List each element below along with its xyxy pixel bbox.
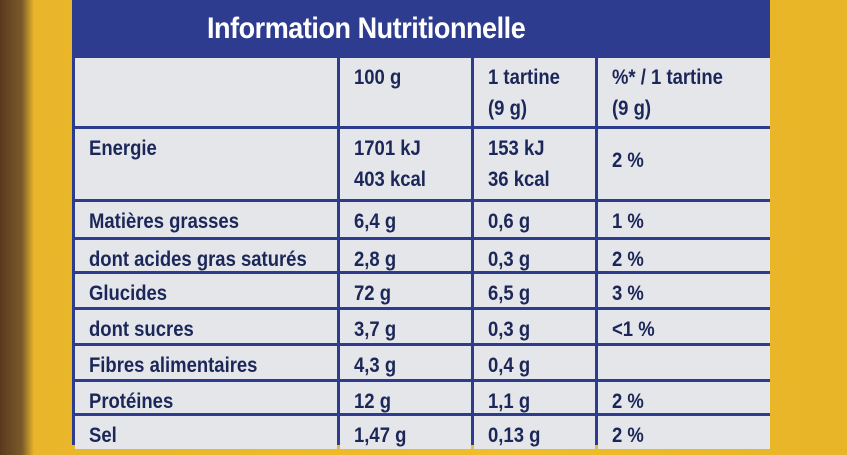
cell-text: 1 % xyxy=(612,210,644,233)
table-cell: 1 % xyxy=(598,202,770,237)
table-cell: 2 % xyxy=(598,129,770,199)
table-cell: 100 g xyxy=(340,58,471,126)
table-cell: 0,13 g xyxy=(474,416,595,449)
table-cell: 2 % xyxy=(598,382,770,413)
table-cell: 1 tartine (9 g) xyxy=(474,58,595,126)
cell-text: 6,5 g xyxy=(488,282,531,305)
row-label: Protéines xyxy=(75,382,337,413)
nutrition-table: 100 g 1 tartine (9 g) %* / 1 tartine (9 g) En… xyxy=(72,58,770,452)
table-cell: 4,3 g xyxy=(340,346,471,379)
table-cell: 0,3 g xyxy=(474,310,595,343)
cell-text: 0,4 g xyxy=(488,354,531,377)
cell-text: 403 kcal xyxy=(354,168,426,191)
cell-text: 153 kJ xyxy=(488,137,545,160)
table-cell: 0,3 g xyxy=(474,240,595,271)
table-cell: <1 % xyxy=(598,310,770,343)
table-cell: 3,7 g xyxy=(340,310,471,343)
cell-text: 0,3 g xyxy=(488,318,531,341)
nutrition-label: Information Nutritionnelle 100 g 1 tartin… xyxy=(72,0,770,449)
cell-text: <1 % xyxy=(612,318,655,341)
cell-text: Matières grasses xyxy=(89,210,239,233)
cell-text: 1,1 g xyxy=(488,390,531,413)
cell-text: 6,4 g xyxy=(354,210,397,233)
row-label: Energie xyxy=(75,129,337,199)
corner-cell xyxy=(75,58,337,126)
cell-text: Glucides xyxy=(89,282,168,305)
row-label: Fibres alimentaires xyxy=(75,346,337,379)
title: Information Nutritionnelle xyxy=(207,12,526,45)
table-cell: 2 % xyxy=(598,240,770,271)
table-cell: 3 % xyxy=(598,274,770,307)
cell-text: Energie xyxy=(89,137,157,160)
table-cell: 6,5 g xyxy=(474,274,595,307)
cell-text: Sel xyxy=(89,424,117,447)
cell-text: dont acides gras saturés xyxy=(89,248,307,271)
table-cell: 2 % xyxy=(598,416,770,449)
table-cell: 0,4 g xyxy=(474,346,595,379)
cell-text: 1 tartine xyxy=(488,66,560,89)
cell-text: 36 kcal xyxy=(488,168,550,191)
cell-text: dont sucres xyxy=(89,318,194,341)
cell-text: (9 g) xyxy=(488,97,528,120)
table-cell: 0,6 g xyxy=(474,202,595,237)
cell-text: 1701 kJ xyxy=(354,137,421,160)
table-cell: 1,1 g xyxy=(474,382,595,413)
cell-text: 4,3 g xyxy=(354,354,397,377)
cell-text: 2 % xyxy=(612,424,644,447)
cell-text: Protéines xyxy=(89,390,174,413)
table-cell: 153 kJ 36 kcal xyxy=(474,129,595,199)
cell-text: 72 g xyxy=(354,282,391,305)
table-cell: %* / 1 tartine (9 g) xyxy=(598,58,770,126)
cell-text: 2 % xyxy=(612,248,644,271)
cell-text: 0,6 g xyxy=(488,210,531,233)
row-label: Matières grasses xyxy=(75,202,337,237)
cell-text: 1,47 g xyxy=(354,424,407,447)
cell-text: 2 % xyxy=(612,149,644,172)
table-cell: 2,8 g xyxy=(340,240,471,271)
cell-text: 12 g xyxy=(354,390,391,413)
cell-text: 0,3 g xyxy=(488,248,531,271)
row-label: Sel xyxy=(75,416,337,449)
cell-text: 3 % xyxy=(612,282,644,305)
cell-text: 2,8 g xyxy=(354,248,397,271)
row-label: Glucides xyxy=(75,274,337,307)
row-label: dont acides gras saturés xyxy=(75,240,337,271)
table-cell: 1701 kJ 403 kcal xyxy=(340,129,471,199)
cell-text: 3,7 g xyxy=(354,318,397,341)
cell-text: 100 g xyxy=(354,66,402,89)
cell-text: %* / 1 tartine xyxy=(612,66,723,89)
table-cell: 12 g xyxy=(340,382,471,413)
cell-text: Fibres alimentaires xyxy=(89,354,258,377)
cell-text: 0,13 g xyxy=(488,424,541,447)
cell-text: 2 % xyxy=(612,390,644,413)
row-label: dont sucres xyxy=(75,310,337,343)
cell-text: (9 g) xyxy=(612,97,652,120)
table-cell: 6,4 g xyxy=(340,202,471,237)
table-cell: 72 g xyxy=(340,274,471,307)
table-cell: 1,47 g xyxy=(340,416,471,449)
table-cell xyxy=(598,346,770,379)
